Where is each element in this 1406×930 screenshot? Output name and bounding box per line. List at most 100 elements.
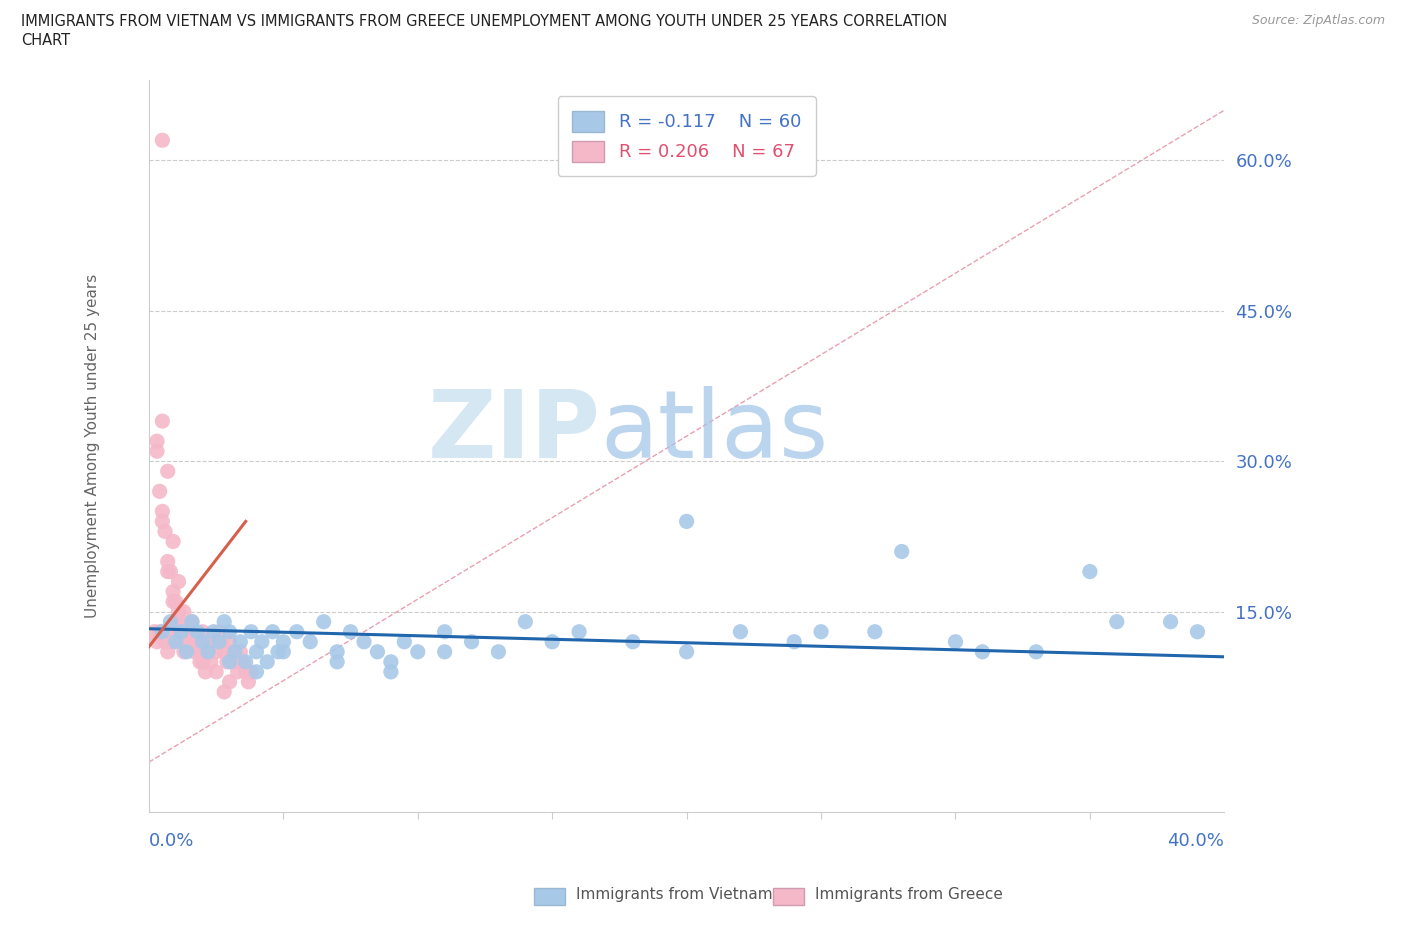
Point (150, 504, 173, 519)
Point (215, 655, 238, 670)
Point (675, 644, 697, 659)
Point (181, 615, 204, 630)
Point (146, 634, 169, 649)
Point (162, 634, 184, 649)
Point (226, 664, 249, 679)
Point (165, 615, 187, 630)
Point (212, 644, 235, 659)
Point (208, 624, 231, 639)
Point (460, 634, 482, 649)
Point (159, 615, 181, 630)
Point (200, 655, 222, 670)
Point (167, 574, 190, 589)
Point (224, 655, 246, 670)
Point (380, 655, 402, 670)
Point (541, 634, 564, 649)
Point (162, 534, 184, 549)
Point (188, 644, 211, 659)
Point (170, 634, 193, 649)
Point (150, 414, 173, 429)
Point (433, 644, 456, 659)
Point (945, 634, 967, 649)
Point (238, 674, 260, 689)
Legend: R = -0.117    N = 60, R = 0.206    N = 67: R = -0.117 N = 60, R = 0.206 N = 67 (558, 97, 815, 176)
Point (156, 644, 179, 659)
Point (1160, 615, 1182, 630)
Point (1105, 615, 1128, 630)
Point (339, 624, 361, 639)
Point (173, 604, 195, 619)
Point (183, 644, 205, 659)
Point (212, 684, 235, 699)
Point (191, 634, 214, 649)
Point (890, 544, 912, 559)
Point (167, 615, 190, 630)
Point (143, 624, 166, 639)
Point (165, 594, 187, 609)
Point (167, 624, 190, 639)
Point (205, 644, 228, 659)
Point (181, 615, 204, 630)
Point (156, 565, 179, 579)
Text: ZIP: ZIP (427, 386, 600, 477)
Text: Source: ZipAtlas.com: Source: ZipAtlas.com (1251, 14, 1385, 27)
Point (267, 644, 290, 659)
Point (211, 634, 233, 649)
Point (256, 655, 278, 670)
Point (406, 644, 429, 659)
Point (146, 444, 169, 458)
Text: Immigrants from Vietnam: Immigrants from Vietnam (576, 887, 773, 902)
Text: CHART: CHART (21, 33, 70, 47)
Point (235, 655, 257, 670)
Point (353, 634, 375, 649)
Point (1078, 565, 1101, 579)
Point (150, 514, 173, 529)
Point (149, 624, 172, 639)
Point (240, 664, 263, 679)
Text: Immigrants from Greece: Immigrants from Greece (815, 887, 1004, 902)
Point (179, 634, 201, 649)
Point (150, 624, 173, 639)
Point (194, 634, 217, 649)
Point (149, 484, 172, 498)
Point (170, 624, 193, 639)
Point (245, 664, 267, 679)
Point (146, 433, 169, 448)
Point (273, 634, 295, 649)
Point (212, 615, 235, 630)
Point (675, 514, 697, 529)
Text: 0.0%: 0.0% (149, 832, 194, 850)
Point (156, 554, 179, 569)
Point (221, 644, 243, 659)
Point (176, 644, 198, 659)
Point (326, 655, 349, 670)
Point (218, 655, 240, 670)
Point (366, 644, 388, 659)
Point (159, 565, 181, 579)
Point (515, 615, 537, 630)
Point (218, 634, 240, 649)
Point (783, 634, 806, 649)
Point (250, 634, 273, 649)
Text: IMMIGRANTS FROM VIETNAM VS IMMIGRANTS FROM GREECE UNEMPLOYMENT AMONG YOUTH UNDER: IMMIGRANTS FROM VIETNAM VS IMMIGRANTS FR… (21, 14, 948, 29)
Point (208, 634, 231, 649)
Point (262, 624, 284, 639)
Point (229, 644, 252, 659)
Point (153, 524, 176, 538)
Point (197, 644, 219, 659)
Point (240, 624, 263, 639)
Point (179, 634, 201, 649)
Point (235, 664, 257, 679)
Point (568, 624, 591, 639)
Point (191, 624, 214, 639)
Point (202, 634, 225, 649)
Point (197, 644, 219, 659)
Point (218, 624, 240, 639)
Point (167, 604, 190, 619)
Point (810, 624, 832, 639)
Point (232, 655, 254, 670)
Point (191, 655, 214, 670)
Point (299, 634, 322, 649)
Point (972, 644, 994, 659)
Point (380, 664, 402, 679)
